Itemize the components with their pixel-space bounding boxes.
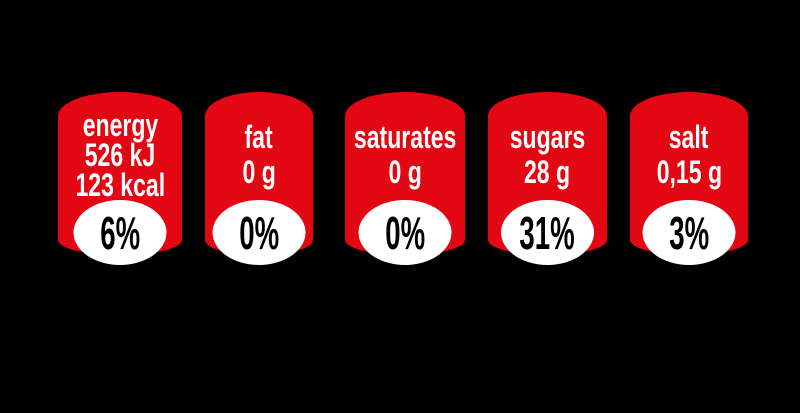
- badge-text: energy 526 kJ 123 kcal: [58, 100, 182, 203]
- badge-percent: 3%: [669, 206, 709, 259]
- badge-amount: 0,15 g: [656, 153, 722, 190]
- badge-can-shape: [488, 92, 607, 265]
- badge-percent: 0%: [239, 206, 279, 259]
- badge-text: fat 0 g: [205, 100, 313, 203]
- percent-oval: [501, 200, 594, 265]
- percent-oval: [212, 200, 306, 265]
- badge-label: fat: [244, 118, 274, 155]
- badge-saturates: saturates 0 g 0%: [345, 92, 465, 267]
- badge-label: salt: [669, 118, 709, 155]
- badge-percent: 6%: [100, 206, 140, 259]
- badge-salt: salt 0,15 g 3%: [630, 92, 748, 267]
- badge-label: energy: [82, 106, 158, 143]
- badge-can-shape: [58, 92, 182, 265]
- percent-oval: [642, 200, 736, 265]
- badge-can-shape: [345, 92, 465, 265]
- badge-amount: 0 g: [242, 153, 276, 190]
- badge-text: saturates 0 g: [345, 100, 465, 203]
- badge-fat: fat 0 g 0%: [205, 92, 313, 267]
- badge-amount: 526 kJ: [84, 136, 156, 173]
- badge-amount: 123 kcal: [75, 166, 165, 203]
- badge-text: sugars 28 g: [488, 100, 607, 203]
- badge-amount: 28 g: [524, 153, 571, 190]
- badge-text: salt 0,15 g: [630, 100, 748, 203]
- badge-label: saturates: [353, 118, 457, 155]
- percent-oval: [358, 200, 452, 265]
- badge-sugars: sugars 28 g 31%: [488, 92, 607, 267]
- badge-percent: 31%: [519, 206, 576, 259]
- badge-can-shape: [205, 92, 313, 265]
- badge-can-shape: [630, 92, 748, 265]
- badge-amount: 0 g: [388, 153, 422, 190]
- badge-energy: energy 526 kJ 123 kcal 6%: [58, 92, 182, 267]
- percent-oval: [73, 200, 167, 265]
- badge-percent: 0%: [385, 206, 425, 259]
- badge-label: sugars: [509, 118, 586, 155]
